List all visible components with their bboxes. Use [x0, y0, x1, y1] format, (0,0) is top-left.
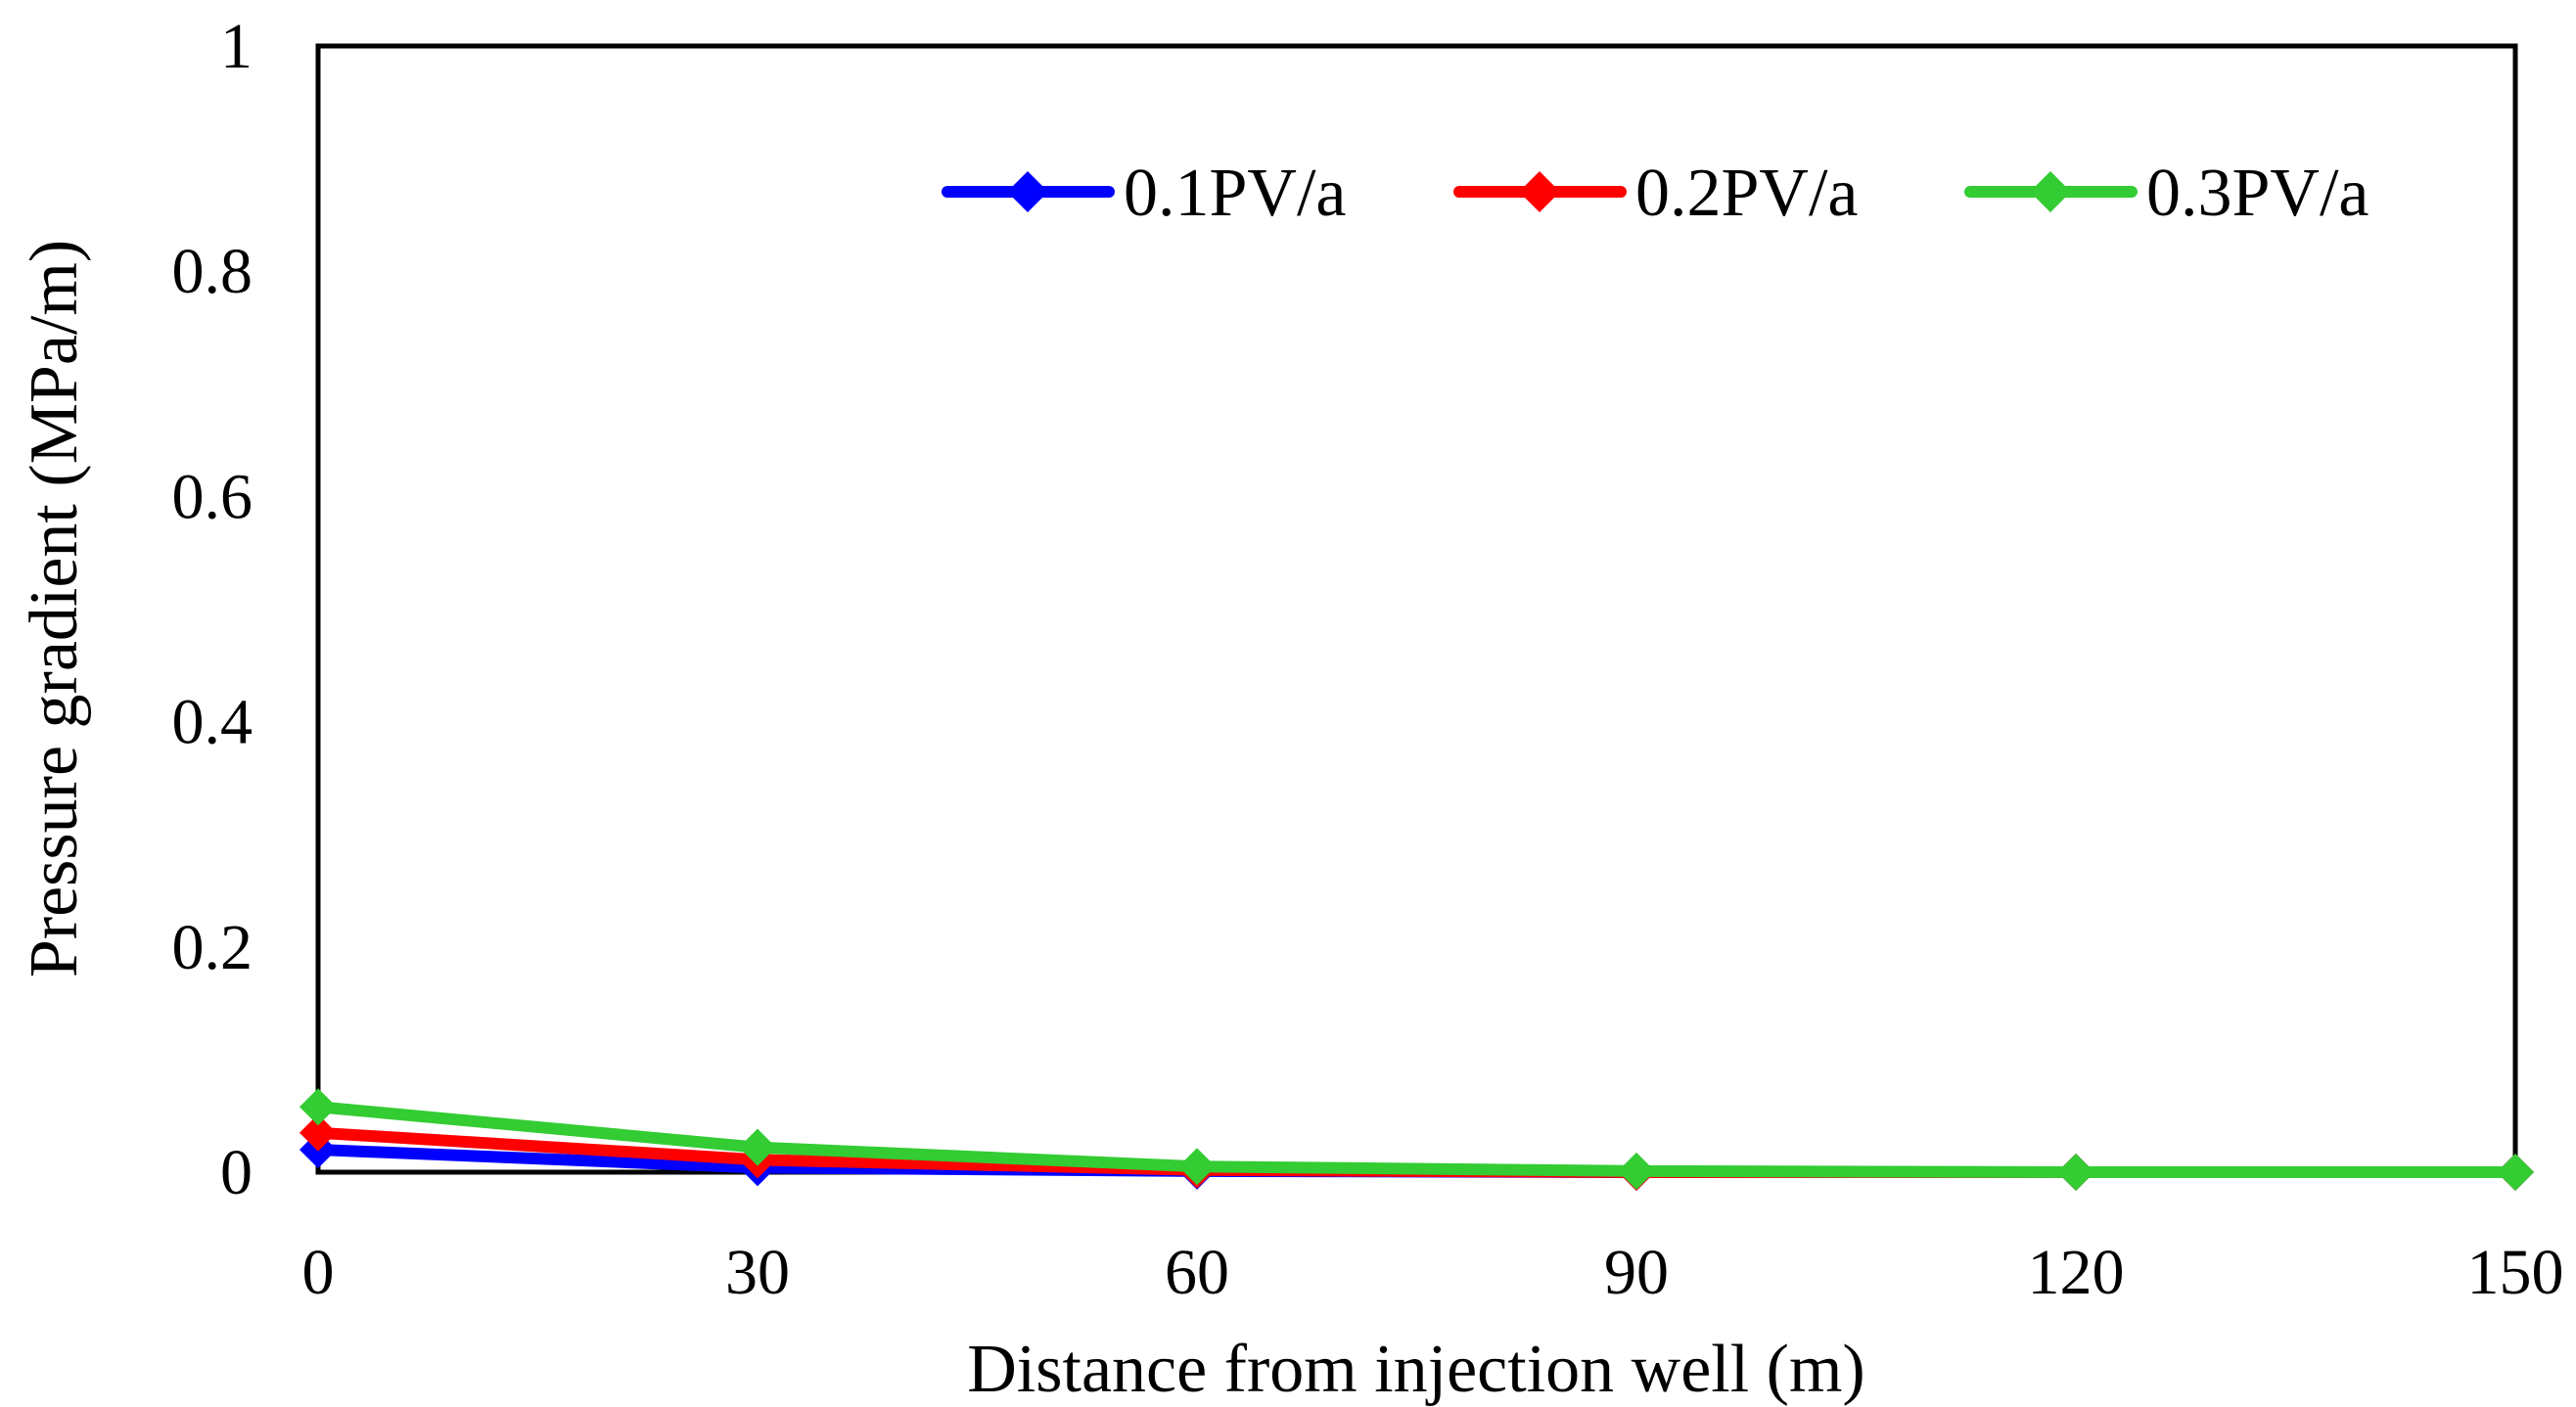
legend-item: 0.3PV/a [1964, 156, 2369, 231]
legend-item: 0.1PV/a [942, 156, 1347, 231]
legend-label: 0.3PV/a [2146, 156, 2369, 231]
y-tick-label: 0.4 [172, 687, 253, 758]
series-line [312, 1101, 2521, 1178]
y-tick-label: 0.6 [172, 461, 253, 532]
series-layer [299, 1088, 2534, 1191]
y-axis-label: Pressure gradient (MPa/m) [17, 240, 92, 977]
x-tick-label: 0 [302, 1237, 335, 1308]
series-3 [299, 1088, 2534, 1191]
data-point [2057, 1154, 2094, 1191]
y-tick-label: 0.8 [172, 236, 253, 307]
y-tick-label: 0 [220, 1137, 253, 1208]
x-tick-label: 90 [1604, 1237, 1669, 1308]
data-point [299, 1088, 337, 1126]
legend-label: 0.1PV/a [1124, 156, 1347, 231]
data-point [1618, 1152, 1655, 1190]
data-point [739, 1128, 776, 1166]
legend: 0.1PV/a 0.2PV/a 0.3PV/a [942, 156, 2369, 231]
y-tick-label: 1 [220, 11, 253, 82]
series-2 [299, 1113, 2534, 1191]
legend-item: 0.2PV/a [1453, 156, 1859, 231]
data-point [299, 1113, 337, 1152]
y-tick-label: 0.2 [172, 912, 253, 983]
legend-marker [1007, 171, 1048, 212]
x-tick-label: 120 [2028, 1237, 2125, 1308]
data-point [2497, 1154, 2534, 1191]
legend-marker [1519, 171, 1560, 212]
legend-marker [2030, 171, 2071, 212]
x-tick-labels: 0 30 60 90 120 150 [302, 1237, 2564, 1308]
data-point [1178, 1148, 1216, 1186]
y-tick-labels: 0 0.2 0.4 0.6 0.8 1 [172, 11, 253, 1208]
x-axis-label: Distance from injection well (m) [967, 1332, 1865, 1407]
x-tick-label: 60 [1165, 1237, 1229, 1308]
legend-label: 0.2PV/a [1635, 156, 1859, 231]
x-tick-label: 30 [725, 1237, 790, 1308]
x-tick-label: 150 [2467, 1237, 2564, 1308]
